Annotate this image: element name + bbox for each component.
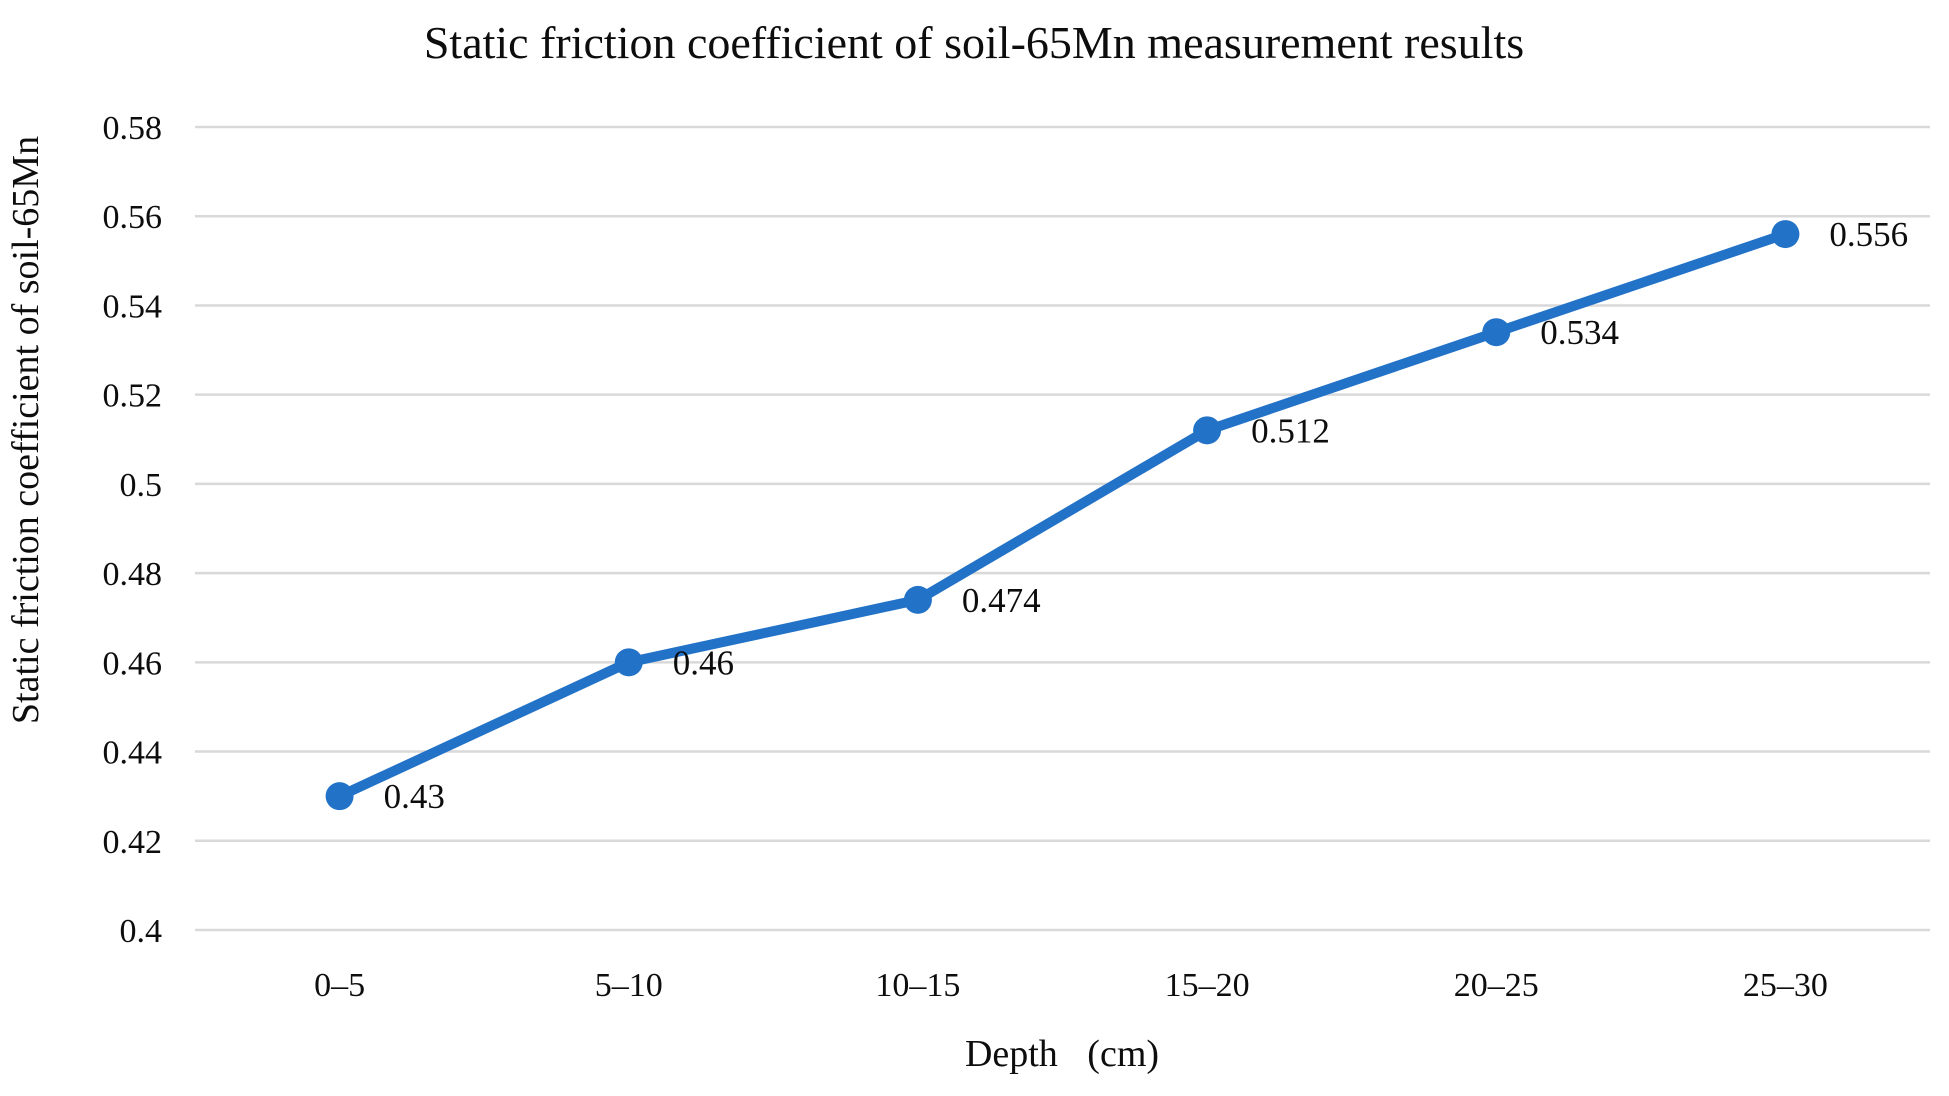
y-tick-label: 0.42 (103, 824, 163, 861)
y-tick-label: 0.5 (120, 467, 163, 504)
data-point-label: 0.43 (384, 777, 445, 816)
x-axis-title: Depth (cm) (965, 1033, 1159, 1075)
x-tick-label: 0–5 (314, 967, 365, 1004)
y-tick-label: 0.54 (103, 288, 163, 325)
chart-title: Static friction coefficient of soil-65Mn… (424, 17, 1524, 68)
tick-labels-group: 0.4 0.42 0.44 0.46 0.48 0.5 0.52 0.54 0.56 0.58 0–… (103, 110, 1828, 1004)
gridlines-group (195, 125, 1930, 932)
y-tick-label: 0.48 (103, 556, 163, 593)
y-tick-label: 0.44 (103, 735, 163, 772)
data-point-marker (614, 648, 643, 677)
data-point-marker (1482, 318, 1511, 347)
y-tick-label: 0.56 (103, 199, 163, 236)
y-axis-title: Static friction coefficient of soil-65Mn (5, 136, 47, 724)
y-tick-label: 0.58 (103, 110, 163, 147)
data-point-marker (325, 782, 354, 811)
data-point-label: 0.474 (962, 581, 1041, 620)
data-point-label: 0.512 (1251, 411, 1330, 450)
x-tick-label: 5–10 (595, 967, 663, 1004)
data-point-label: 0.46 (673, 643, 734, 682)
x-tick-label: 15–20 (1165, 967, 1250, 1004)
x-tick-label: 10–15 (875, 967, 960, 1004)
data-point-marker (1771, 220, 1800, 249)
data-point-label: 0.556 (1829, 215, 1908, 254)
x-tick-label: 20–25 (1454, 967, 1539, 1004)
x-tick-label: 25–30 (1743, 967, 1828, 1004)
y-tick-label: 0.4 (120, 913, 163, 950)
series-group: 0.43 0.46 0.474 0.512 0.534 0.556 (325, 215, 1908, 816)
y-tick-label: 0.46 (103, 645, 163, 682)
y-tick-label: 0.52 (103, 378, 163, 415)
data-point-marker (903, 585, 932, 614)
data-point-label: 0.534 (1540, 313, 1619, 352)
data-point-marker (1193, 416, 1222, 445)
series-line (334, 229, 1791, 802)
